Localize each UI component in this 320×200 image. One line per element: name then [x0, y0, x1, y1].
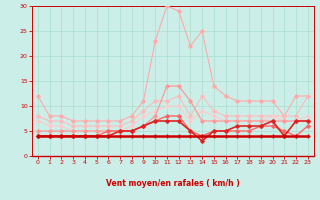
- X-axis label: Vent moyen/en rafales ( km/h ): Vent moyen/en rafales ( km/h ): [106, 179, 240, 188]
